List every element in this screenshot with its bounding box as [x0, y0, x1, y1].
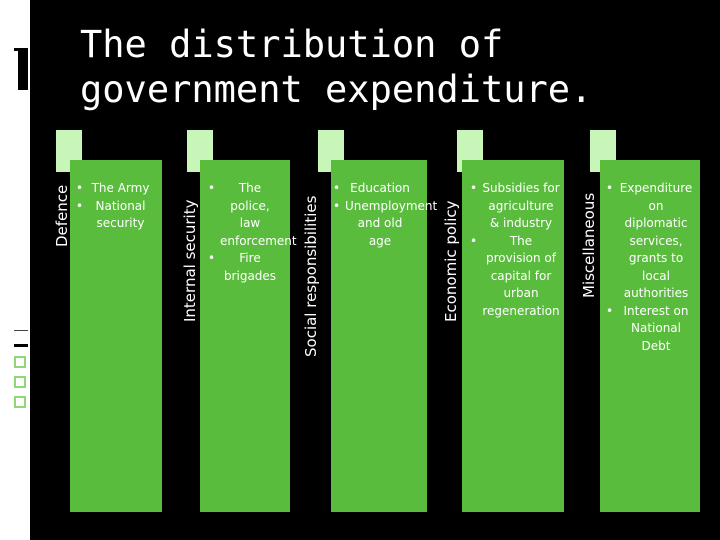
sidebar-line — [14, 330, 28, 331]
sidebar-bar — [14, 48, 28, 51]
list-item: The provision of capital for urban regen… — [470, 233, 560, 321]
list-item: National security — [76, 198, 153, 233]
category-items-defence: The Army National security — [76, 180, 153, 233]
sidebar-block — [18, 50, 28, 90]
category-items-miscellaneous: Expenditure on diplomatic services, gran… — [606, 180, 694, 356]
list-item: Subsidies for agriculture & industry — [470, 180, 560, 233]
decorative-sidebar — [0, 0, 30, 540]
category-items-internal-security: The police, law enforcement Fire brigade… — [208, 180, 297, 285]
sidebar-bar — [14, 344, 28, 347]
list-item: Expenditure on diplomatic services, gran… — [606, 180, 694, 303]
list-item: Interest on National Debt — [606, 303, 694, 356]
category-items-economic-policy: Subsidies for agriculture & industry The… — [470, 180, 560, 321]
sidebar-square — [14, 376, 26, 388]
list-item: The police, law enforcement — [208, 180, 297, 250]
list-item: Fire brigades — [208, 250, 280, 285]
category-items-social-responsibilities: Education Unemployment and old age — [333, 180, 437, 251]
slide-title: The distribution of government expenditu… — [80, 23, 593, 111]
sidebar-square — [14, 396, 26, 408]
list-item: Education — [333, 180, 415, 198]
list-item: Unemployment and old age — [333, 198, 437, 251]
list-item: The Army — [76, 180, 153, 198]
sidebar-square — [14, 356, 26, 368]
